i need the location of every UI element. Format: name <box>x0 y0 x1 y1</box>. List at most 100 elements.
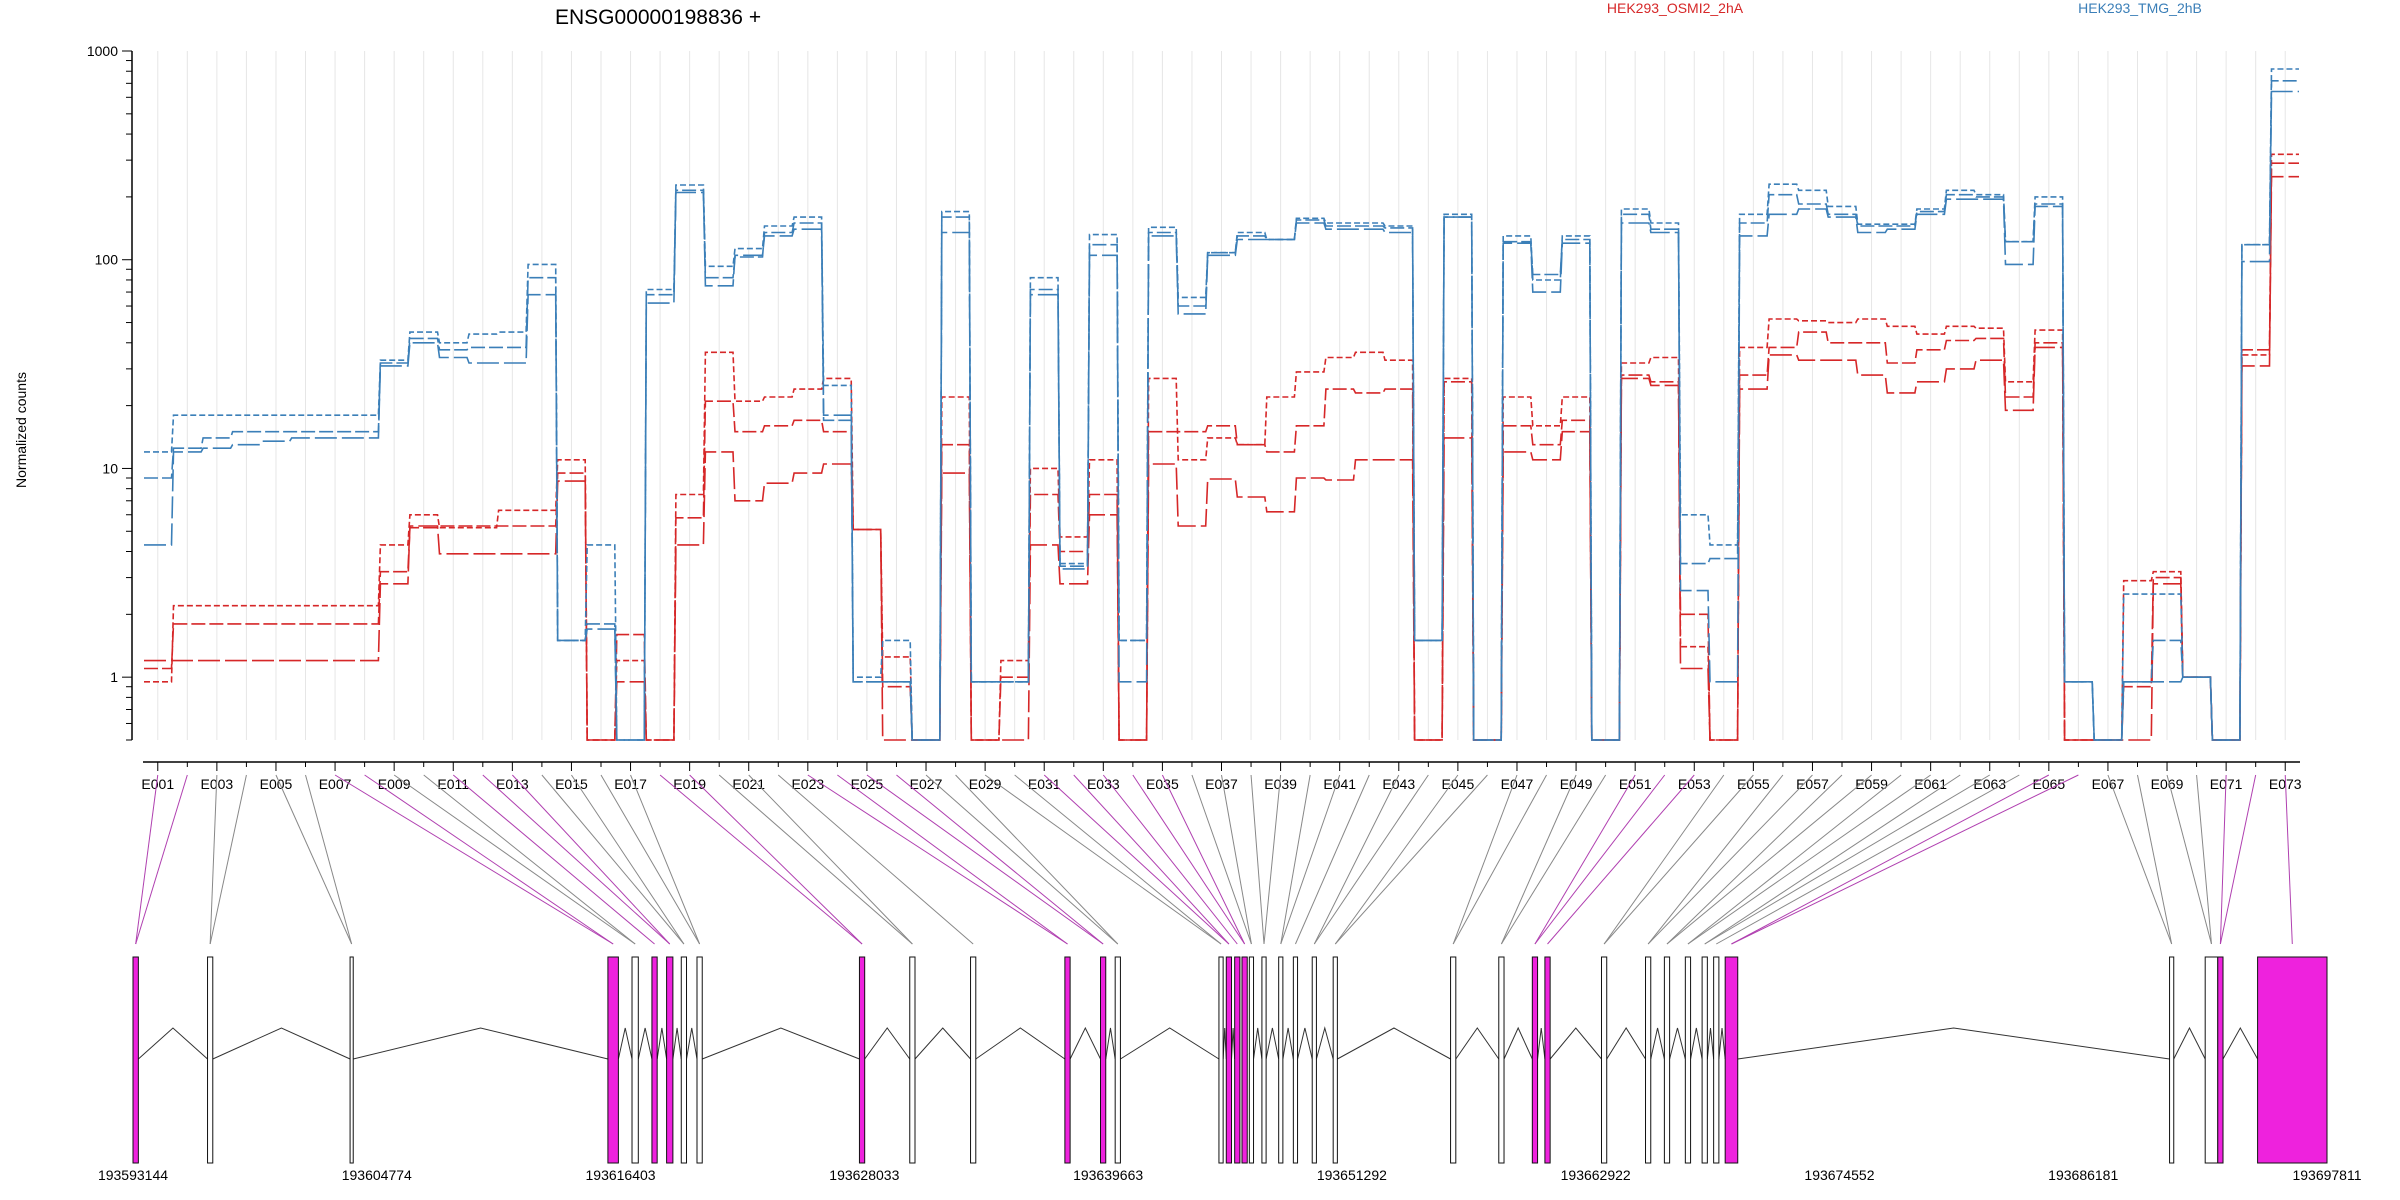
genomic-coordinate-label: 193662922 <box>1561 1167 1631 1183</box>
exon-connector <box>1452 774 1518 945</box>
exon-connector <box>1716 774 2020 945</box>
exon-tick-label: E031 <box>1028 776 1061 792</box>
exon-tick-label: E035 <box>1146 776 1179 792</box>
exon-connector <box>1534 774 1636 945</box>
exon-box <box>1311 956 1317 1164</box>
exon-connector <box>2219 774 2227 945</box>
genomic-coordinate-label: 193604774 <box>342 1167 412 1183</box>
exon-box <box>1531 956 1539 1164</box>
intron-line <box>637 1027 653 1060</box>
genomic-coordinate-label: 193686181 <box>2048 1167 2118 1183</box>
exon-connector <box>1647 774 1784 945</box>
legend: HEK293_OSMI2_2hA HEK293_TMG_2hB <box>1607 0 2202 16</box>
series-1-replicate-3-line <box>144 175 2299 741</box>
exon-connector <box>718 774 913 945</box>
exon-box <box>680 956 688 1164</box>
exon-box <box>132 956 139 1164</box>
exon-connector <box>135 774 188 945</box>
exon-box <box>1701 956 1708 1164</box>
intron-line <box>914 1027 971 1060</box>
intron-line <box>1222 1027 1227 1060</box>
intron-line <box>353 1027 609 1060</box>
exon-tick-label: E007 <box>319 776 352 792</box>
exon-connector <box>2166 774 2212 945</box>
exon-connector <box>1500 774 1607 945</box>
exon-tick-label: E019 <box>673 776 706 792</box>
intron-line <box>1537 1027 1546 1060</box>
intron-line <box>1253 1027 1263 1060</box>
intron-line <box>1282 1027 1294 1060</box>
exon-tick-label: E061 <box>1914 776 1947 792</box>
intron-line <box>1718 1027 1726 1060</box>
exon-box <box>1724 956 1739 1164</box>
exon-connector <box>1603 774 1725 945</box>
exon-connector <box>777 774 974 945</box>
exon-connector <box>1014 774 1222 945</box>
exon-tick-label: E033 <box>1087 776 1120 792</box>
legend-entry-1: HEK293_OSMI2_2hA <box>1607 0 1744 16</box>
exon-connector <box>630 774 701 945</box>
exon-box <box>1713 956 1720 1164</box>
exon-tick-label: E001 <box>141 776 174 792</box>
genomic-coordinate-label: 193593144 <box>98 1167 168 1183</box>
exon-box <box>1645 956 1652 1164</box>
exon-tick-label: E029 <box>969 776 1002 792</box>
exon-connector <box>600 774 701 945</box>
exon-connector <box>1500 774 1577 945</box>
intron-line <box>975 1027 1066 1060</box>
exon-box <box>1663 956 1671 1164</box>
exon-connector <box>1687 774 1931 945</box>
exon-connector <box>837 774 1068 945</box>
exon-box <box>1218 956 1224 1164</box>
exon-connector <box>1221 774 1252 945</box>
intron-line <box>656 1027 668 1060</box>
exon-connector <box>1704 774 1961 945</box>
intron-line <box>1650 1027 1665 1060</box>
exon-tick-label: E049 <box>1560 776 1593 792</box>
exon-connector <box>748 774 913 945</box>
exon-connector <box>1043 774 1230 945</box>
exon-connector <box>1250 774 1265 945</box>
exon-box <box>2257 956 2328 1164</box>
intron-line <box>1737 1027 2170 1060</box>
exon-connector <box>209 774 218 945</box>
series-1-replicate-1-line <box>144 153 2299 741</box>
exon-connector <box>866 774 1104 945</box>
genomic-coordinate-label: 193674552 <box>1804 1167 1874 1183</box>
series-1-replicate-2-line <box>144 162 2299 741</box>
exon-box <box>858 956 866 1164</box>
exon-connector <box>334 774 614 945</box>
exon-box <box>1261 956 1267 1164</box>
exon-tick-label: E063 <box>1973 776 2006 792</box>
exon-box <box>651 956 658 1164</box>
chart-title: ENSG00000198836 + <box>555 6 761 29</box>
exon-tick-label: E053 <box>1678 776 1711 792</box>
exon-tick-label: E037 <box>1205 776 1238 792</box>
exon-tick-label: E011 <box>437 776 469 792</box>
exon-connector <box>1731 774 2079 945</box>
exon-connector <box>135 774 159 945</box>
intron-line <box>1120 1027 1220 1060</box>
exon-tick-label: E059 <box>1855 776 1888 792</box>
exon-connector <box>1102 774 1238 945</box>
exon-connector <box>1534 774 1666 945</box>
exon-connector <box>1547 774 1695 945</box>
exon-box <box>2204 956 2219 1164</box>
exon-box <box>909 956 916 1164</box>
genomic-coordinate-label: 193639663 <box>1073 1167 1143 1183</box>
exon-connector <box>364 774 614 945</box>
intron-line <box>1231 1027 1236 1060</box>
series-2-replicate-2-line <box>144 80 2299 741</box>
exon-connector <box>452 774 655 945</box>
exon-connector <box>1280 774 1341 945</box>
exon-tick-label: E005 <box>260 776 293 792</box>
exon-tick-label: E015 <box>555 776 588 792</box>
exon-tick-label: E055 <box>1737 776 1770 792</box>
exon-box <box>2169 956 2175 1164</box>
exon-connector <box>896 774 1104 945</box>
genomic-coordinate-label: 193616403 <box>586 1167 656 1183</box>
intron-line <box>1706 1027 1715 1060</box>
exon-box <box>2217 956 2224 1164</box>
exon-box <box>1234 956 1241 1164</box>
exon-connector <box>1666 774 1872 945</box>
